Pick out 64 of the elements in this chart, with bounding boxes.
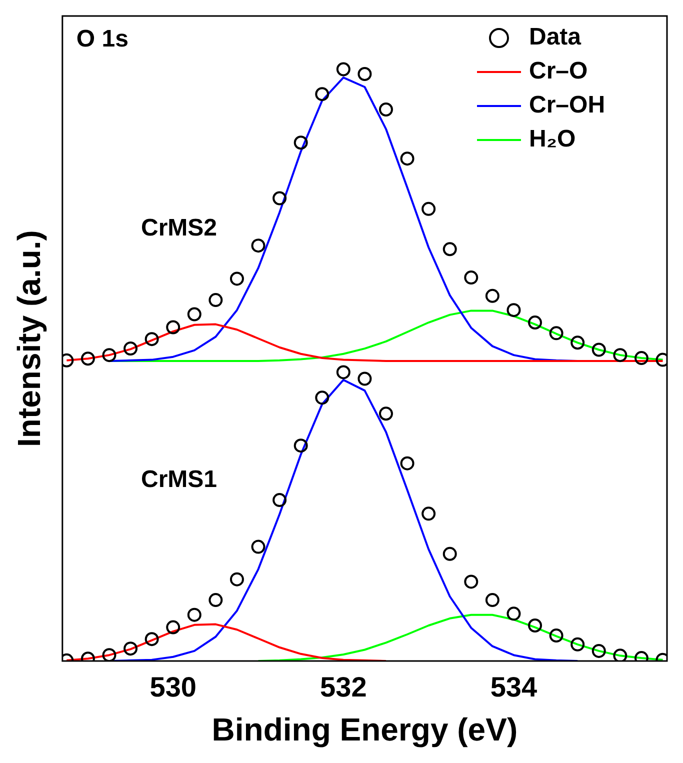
point xyxy=(144,332,159,346)
point xyxy=(506,606,521,621)
point xyxy=(208,593,223,608)
point xyxy=(315,87,330,102)
legend-label: Data xyxy=(529,24,582,51)
point xyxy=(251,540,266,554)
legend-label: Cr–OH xyxy=(529,92,606,119)
x-axis-title: Binding Energy (eV) xyxy=(212,712,518,748)
point xyxy=(102,648,116,661)
point xyxy=(378,102,393,116)
chart-title: O 1s xyxy=(76,26,128,53)
point xyxy=(400,152,414,166)
point xyxy=(272,493,287,508)
point xyxy=(294,136,308,150)
annotation: CrMS2 xyxy=(141,214,218,242)
point xyxy=(549,326,564,340)
y-axis-title: Intensity (a.u.) xyxy=(11,230,48,447)
point xyxy=(442,546,457,561)
point xyxy=(592,342,606,357)
annotation: CrMS1 xyxy=(141,466,218,494)
point xyxy=(528,618,542,632)
point xyxy=(251,238,266,253)
point xyxy=(528,316,542,330)
point xyxy=(336,365,350,380)
point xyxy=(80,352,95,366)
point xyxy=(506,303,521,318)
point xyxy=(613,648,628,661)
point xyxy=(422,202,436,216)
point xyxy=(294,438,308,453)
point xyxy=(422,506,436,521)
point xyxy=(464,574,478,589)
point xyxy=(187,608,202,622)
point xyxy=(400,456,414,470)
point xyxy=(230,572,244,586)
legend-label: Cr–O xyxy=(529,58,588,85)
point xyxy=(549,628,564,643)
point xyxy=(570,336,585,350)
point xyxy=(378,406,393,421)
point xyxy=(315,390,330,405)
point xyxy=(485,593,500,608)
point xyxy=(358,66,372,81)
point xyxy=(634,351,648,366)
point xyxy=(144,632,159,646)
point xyxy=(187,307,202,322)
point xyxy=(166,320,180,334)
point xyxy=(230,272,244,286)
x-tick-label: 532 xyxy=(320,672,367,703)
x-tick-label: 530 xyxy=(150,672,196,703)
point xyxy=(124,342,138,356)
point xyxy=(570,637,585,652)
point xyxy=(592,644,606,658)
point xyxy=(208,293,223,308)
point xyxy=(102,348,116,362)
x-tick-label: 534 xyxy=(490,672,538,703)
point xyxy=(442,242,457,256)
point xyxy=(485,288,500,303)
legend-label: H₂O xyxy=(529,126,576,153)
point xyxy=(124,642,138,656)
point xyxy=(613,348,628,362)
point xyxy=(336,62,350,76)
point xyxy=(166,620,180,634)
point xyxy=(464,270,478,285)
point xyxy=(358,372,372,386)
point xyxy=(272,191,287,206)
